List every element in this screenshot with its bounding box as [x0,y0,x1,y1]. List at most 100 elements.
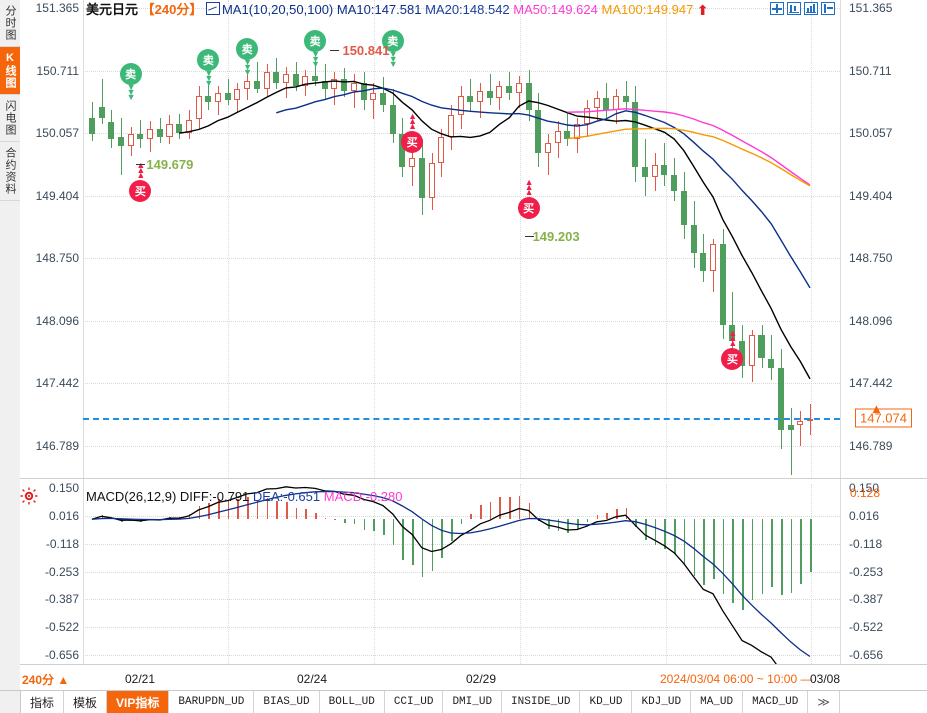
last-price-arrow-icon: ▲ [870,401,883,417]
macd-plot[interactable] [83,484,840,664]
toolbar-item-[interactable]: 模板 [64,691,108,713]
price-tick-left: 151.365 [35,1,79,16]
align-right-icon[interactable] [804,2,818,15]
chevron-down-icon: ▼ ▼ ▼ [126,81,136,102]
macd-histogram-bar [742,519,744,611]
period-label: 【240分】 [141,2,203,17]
sidebar-item-lightning-chart[interactable]: 闪电图 [0,95,20,142]
macd-histogram-bar [383,519,385,536]
sell-signal-marker[interactable]: 卖 [197,49,220,72]
price-tick-left: 150.711 [36,63,80,78]
gridline-vertical [83,484,84,664]
macd-histogram-bar [450,519,453,541]
macd-histogram-bar [810,519,812,572]
macd-tick-right: 0.016 [849,508,880,523]
macd-histogram-bar [712,519,715,579]
price-axis-left: 151.365 150.711 150.057 149.404 148.750 148.0… [20,0,84,690]
gridline [83,515,840,517]
macd-settings-icon[interactable] [20,487,38,505]
crosshair-icon[interactable] [770,2,784,15]
price-tick-left: 150.057 [35,126,79,141]
macd-histogram-bar [761,519,764,594]
align-left-icon[interactable] [787,2,801,15]
ma20-value: MA20:148.542 [425,2,510,17]
toolbar-item-bias_ud[interactable]: BIAS_UD [254,691,320,713]
buy-signal-marker[interactable]: 买 [401,131,424,154]
macd-histogram-bar [683,519,686,565]
sidebar-item-kline-chart[interactable]: K线图 [0,47,20,95]
macd-histogram-bar [315,512,317,520]
sell-signal-marker[interactable]: 卖 [304,30,327,53]
chevron-down-icon: ▼ ▼ ▼ [388,49,398,70]
toolbar-item-cci_ud[interactable]: CCI_UD [385,691,444,713]
macd-histogram-bar [693,519,696,577]
macd-histogram-bar [353,519,356,525]
sell-signal-marker[interactable]: 卖 [236,37,259,60]
period-selector[interactable]: 240分 ▲ [22,673,70,687]
sidebar-item-contract-info[interactable]: 合约资料 [0,142,20,201]
ma-indicator-icon[interactable] [205,2,220,15]
gridline [83,383,840,385]
symbol-name: 美元日元 [86,2,139,17]
x-axis-tick: 03/08 [810,672,841,686]
x-axis-tick: 02/29 [466,672,497,686]
macd-histogram-bar [751,519,754,600]
buy-signal-marker[interactable]: 买 [129,180,152,203]
gridline [83,133,840,135]
macd-histogram-bar [615,508,618,520]
toolbar-item-ma_ud[interactable]: MA_UD [691,691,744,713]
toolbar-item-[interactable]: 指标 [21,691,65,713]
chevron-up-icon: ▲ ▲ ▲ [524,177,534,198]
gridline [83,599,840,601]
gridline [83,627,840,629]
sell-signal-marker[interactable]: 卖 [119,62,142,85]
last-price-tag[interactable]: 147.074 [855,408,912,428]
macd-histogram-bar [363,519,366,530]
chevron-up-icon: ▲ ▲ ▲ [728,327,738,348]
gridline-vertical [665,484,667,664]
macd-histogram-bar [509,497,511,520]
macd-histogram-bar [606,513,608,520]
price-tick-right: 150.711 [849,63,892,78]
buy-signal-marker[interactable]: 买 [721,347,744,370]
macd-legend: MACD(26,12,9) DIFF:-0.791 DEA:-0.651 MAC… [86,489,402,504]
macd-dea-value: DEA:-0.651 [252,489,321,504]
fit-right-icon[interactable] [821,2,835,15]
toolbar-item-inside_ud[interactable]: INSIDE_UD [502,691,581,713]
sidebar-item-time-chart[interactable]: 分时图 [0,0,20,47]
x-axis-tick: 2024/03/04 06:00 ~ 10:00 — [660,672,813,686]
macd-histogram-bar [285,502,288,520]
chevron-down-icon: ▼ ▼ ▼ [243,56,253,77]
macd-histogram-bar [431,519,434,572]
gridline-vertical [374,484,376,664]
last-price-line [83,418,840,421]
macd-histogram-bar [402,519,404,561]
macd-histogram-bar [101,514,104,520]
toolbar-item-kdj_ud[interactable]: KDJ_UD [632,691,692,713]
toolbar-item-[interactable]: ≫ [808,691,840,713]
panel-divider [20,478,927,479]
callout-marker [136,163,146,165]
macd-histogram-bar [470,514,472,520]
macd-histogram-bar [421,519,424,577]
buy-signal-marker[interactable]: 买 [517,197,540,220]
toolbar-item-macd_ud[interactable]: MACD_UD [743,691,809,713]
toolbar-item-vip[interactable]: VIP指标 [107,691,170,713]
macd-histogram-bar [130,519,133,522]
macd-tick-right: -0.387 [849,592,884,607]
price-callout: 149.679 [146,156,194,172]
price-tick-left: 146.789 [35,438,79,453]
macd-histogram-bar [344,519,346,524]
macd-histogram-bar [586,519,589,523]
macd-histogram-bar [441,519,443,558]
toolbar-item-kd_ud[interactable]: KD_UD [580,691,633,713]
toolbar-item-barupdn_ud[interactable]: BARUPDN_UD [169,691,255,713]
gridline [83,320,840,322]
candlestick-plot[interactable]: 卖 ▼ ▼ ▼ 卖 ▼ ▼ ▼ 卖 ▼ ▼ ▼ 卖 ▼ ▼ ▼ 卖 ▼ ▼ ▼ 买 ▲ ▲ ▲ 买 ▲ ▲ ▲ 买 ▲ ▲ ▲ 买 ▲ ▲ ▲ 149.… [83,0,840,478]
sell-signal-marker[interactable]: 卖 [381,30,404,53]
gridline-vertical [811,484,813,664]
ma50-line [567,108,811,186]
toolbar-item-boll_ud[interactable]: BOLL_UD [320,691,385,713]
toolbar-item-dmi_ud[interactable]: DMI_UD [443,691,503,713]
macd-histogram-bar [480,504,482,520]
